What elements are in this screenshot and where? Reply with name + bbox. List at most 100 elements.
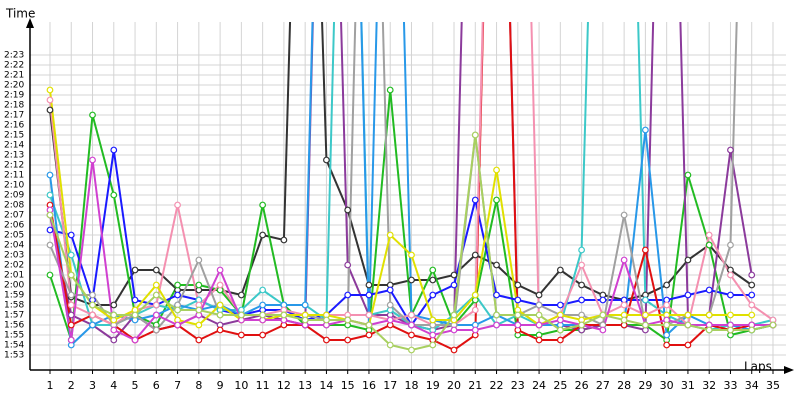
data-point [237, 311, 245, 319]
data-point [365, 281, 373, 289]
data-point [46, 106, 54, 114]
x-tick-label: 3 [89, 379, 96, 392]
data-point [110, 301, 118, 309]
data-point [684, 256, 692, 264]
data-point [727, 146, 734, 154]
data-point [429, 341, 437, 349]
data-point [493, 196, 500, 204]
x-tick-label: 4 [110, 379, 117, 392]
x-axis-arrow [784, 366, 794, 374]
data-point [493, 261, 500, 269]
data-point [556, 326, 564, 334]
data-point [386, 286, 394, 294]
data-point [727, 291, 734, 299]
data-point [556, 266, 564, 274]
data-point [365, 331, 373, 339]
data-point [429, 331, 437, 339]
data-point [89, 156, 96, 164]
x-tick-label: 7 [174, 379, 181, 392]
data-point [386, 86, 394, 94]
x-tick-label: 19 [426, 379, 440, 392]
data-point [174, 306, 181, 314]
data-point [46, 171, 54, 179]
x-tick-label: 30 [660, 379, 674, 392]
data-point [259, 311, 267, 319]
data-point [599, 311, 607, 319]
y-tick-label: 2:08 [4, 201, 24, 211]
data-point [471, 251, 479, 259]
series-area [46, 22, 777, 354]
data-point [620, 316, 628, 324]
x-tick-label: 25 [553, 379, 567, 392]
data-point [174, 201, 181, 209]
data-point [152, 311, 160, 319]
data-point [344, 261, 352, 269]
data-point [365, 291, 373, 299]
y-tick-label: 2:22 [4, 61, 24, 71]
data-point [705, 241, 713, 249]
data-point [67, 231, 75, 239]
y-tick-label: 2:12 [4, 161, 24, 171]
y-tick-label: 2:16 [4, 121, 24, 131]
data-point [152, 326, 160, 334]
x-tick-label: 10 [234, 379, 248, 392]
data-point [748, 291, 756, 299]
y-tick-label: 2:06 [4, 221, 24, 231]
y-tick-label: 1:54 [4, 341, 24, 351]
data-point [259, 301, 267, 309]
y-tick-label: 2:03 [4, 251, 24, 261]
data-point [493, 321, 500, 329]
data-point [131, 311, 139, 319]
data-point [727, 241, 734, 249]
y-tick-label: 2:20 [4, 81, 24, 91]
data-point [67, 271, 75, 279]
data-point [684, 321, 692, 329]
y-tick-label: 2:05 [4, 231, 24, 241]
data-point [556, 316, 564, 324]
x-tick-label: 26 [575, 379, 589, 392]
data-point [535, 321, 543, 329]
data-point [620, 256, 628, 264]
data-point [259, 231, 267, 239]
data-point [471, 326, 479, 334]
tick-labels: 1:531:541:551:561:571:581:592:002:012:02… [4, 51, 780, 393]
data-point [535, 311, 543, 319]
x-tick-label: 33 [723, 379, 737, 392]
data-point [110, 191, 118, 199]
x-tick-label: 9 [217, 379, 224, 392]
data-point [89, 321, 96, 329]
data-point [663, 321, 671, 329]
x-tick-label: 34 [745, 379, 759, 392]
data-point [89, 301, 96, 309]
data-point [450, 326, 458, 334]
data-point [365, 311, 373, 319]
data-point [514, 311, 522, 319]
data-point [408, 276, 415, 284]
data-point [408, 346, 415, 354]
data-point [216, 326, 224, 334]
data-point [769, 321, 777, 329]
data-point [152, 281, 160, 289]
data-point [578, 261, 586, 269]
data-point [578, 246, 586, 254]
data-point [259, 201, 267, 209]
y-tick-label: 1:53 [4, 351, 24, 361]
y-tick-label: 2:07 [4, 211, 24, 221]
data-point [578, 296, 586, 304]
x-tick-label: 21 [468, 379, 482, 392]
data-point [89, 111, 96, 119]
data-point [642, 246, 649, 254]
y-tick-label: 2:18 [4, 101, 24, 111]
data-point [408, 251, 415, 259]
data-point [471, 291, 479, 299]
data-point [705, 231, 713, 239]
y-tick-label: 2:23 [4, 51, 24, 61]
data-point [344, 206, 352, 214]
data-point [46, 86, 54, 94]
data-point [280, 236, 288, 244]
data-point [663, 301, 671, 309]
data-point [493, 291, 500, 299]
x-tick-label: 29 [638, 379, 652, 392]
data-point [152, 291, 160, 299]
